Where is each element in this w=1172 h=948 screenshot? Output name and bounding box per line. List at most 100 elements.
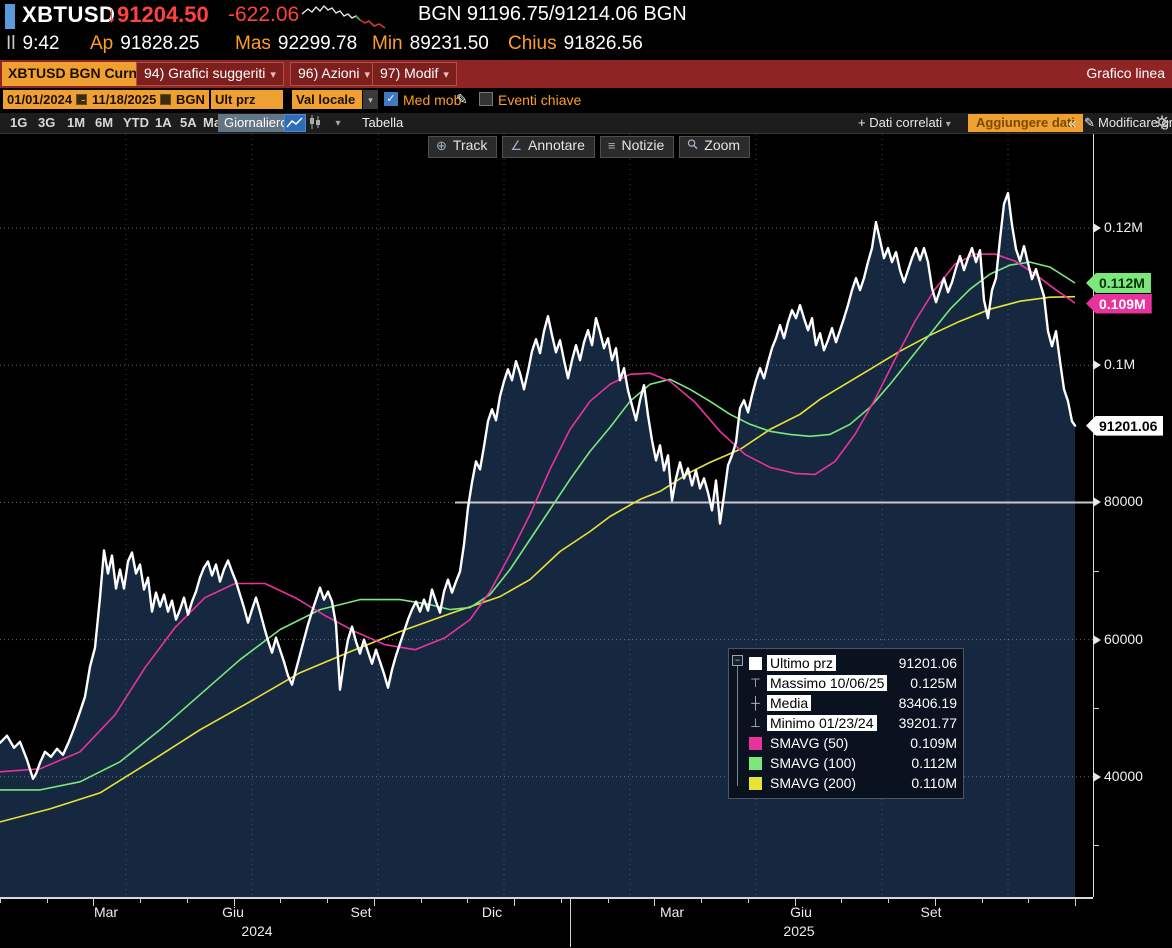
range-button-1a[interactable]: 1A xyxy=(155,115,172,130)
price-change: -622.06 xyxy=(228,3,300,26)
currency-field[interactable]: Val locale xyxy=(292,90,362,109)
menu-item[interactable]: 97) Modif ▾ xyxy=(372,62,457,86)
range-toolbar: 1G3G1M6MYTD1A5AMass Giornaliero... ▾ Tab… xyxy=(0,113,1172,134)
date-from-field[interactable]: 01/01/2024 xyxy=(3,90,92,109)
legend-row[interactable]: SMAVG (100) 0.112M xyxy=(733,753,957,773)
chart-settings-toolbar: 01/01/2024 - 11/18/2025 BGN Ult prz Val … xyxy=(0,88,1172,113)
chevron-down-icon: ▾ xyxy=(364,69,371,81)
x-axis-month-label: Giu xyxy=(790,904,812,920)
menu-item[interactable]: 94) Grafici suggeriti ▾ xyxy=(136,62,284,86)
quote-stat: Chius 91826.56 xyxy=(508,33,643,55)
x-axis: Mar Giu Set Dic Mar Giu Set 2024 2025 xyxy=(0,897,1093,948)
y-minor-tick xyxy=(1093,708,1099,709)
aggiungere-dati-button[interactable]: Aggiungere dati xyxy=(968,114,1083,132)
quote-stat-label: Il xyxy=(6,33,16,54)
x-tick xyxy=(795,899,796,906)
down-arrow-icon: ↓ xyxy=(106,2,117,27)
quote-stat: Mas 92299.78 xyxy=(235,33,357,55)
currency-dropdown-caret[interactable]: ▾ xyxy=(363,90,378,109)
legend-label: SMAVG (200) xyxy=(770,775,857,791)
legend-row[interactable]: ⊥ Minimo 01/23/24 39201.77 xyxy=(733,713,957,733)
dati-correlati-button[interactable]: + Dati correlati ▾ xyxy=(858,115,951,130)
x-tick xyxy=(982,899,983,903)
chart-type-caret[interactable]: ▾ xyxy=(335,118,341,129)
y-tick-arrow xyxy=(1093,771,1101,782)
range-button-6m[interactable]: 6M xyxy=(95,115,114,130)
legend-swatch xyxy=(749,656,762,670)
menu-item[interactable]: 96) Azioni ▾ xyxy=(290,62,379,86)
x-tick xyxy=(47,899,48,903)
range-button-5a[interactable]: 5A xyxy=(180,115,197,130)
security-box[interactable]: XBTUSD BGN Curncy xyxy=(2,62,161,86)
legend-row[interactable]: Ultimo prz 91201.06 xyxy=(733,653,957,673)
date-range-separator: - xyxy=(81,92,86,107)
quote-stat-value: 89231.50 xyxy=(409,33,489,54)
legend-row[interactable]: SMAVG (200) 0.110M xyxy=(733,773,957,793)
y-tick-arrow xyxy=(1093,223,1101,234)
y-tick-arrow xyxy=(1093,497,1101,508)
line-chart-icon[interactable] xyxy=(284,114,306,132)
notizie-icon: ≡ xyxy=(607,138,616,153)
table-button[interactable]: Tabella xyxy=(362,115,404,130)
edit-pencil-icon[interactable]: ✎ xyxy=(1084,115,1095,130)
calendar-icon[interactable] xyxy=(76,94,88,105)
menu-bar: XBTUSD BGN Curncy 94) Grafici suggeriti ▾… xyxy=(0,60,1172,88)
x-tick xyxy=(935,899,936,906)
legend-tree-rail xyxy=(737,665,738,786)
chevron-down-icon: ▾ xyxy=(443,69,449,81)
legend-row[interactable]: ⊤ Massimo 10/06/25 0.125M xyxy=(733,673,957,693)
x-tick xyxy=(1028,899,1029,903)
quote-stat: Min 89231.50 xyxy=(372,33,489,55)
quote-stat-value: 91826.56 xyxy=(563,33,643,54)
annotare-button[interactable]: ∠ Annotare xyxy=(502,136,595,158)
zoom-icon xyxy=(687,138,698,153)
eventi-checkbox[interactable] xyxy=(479,92,493,106)
price-badge: 0.109M xyxy=(1086,293,1152,314)
price-badge: 91201.06 xyxy=(1086,415,1164,436)
gear-icon[interactable] xyxy=(1155,114,1169,132)
x-tick xyxy=(467,899,468,903)
x-tick xyxy=(93,899,94,906)
candlestick-icon[interactable] xyxy=(308,114,324,132)
range-button-1m[interactable]: 1M xyxy=(67,115,86,130)
legend-marker-icon: ┼ xyxy=(751,696,760,710)
quote-stat-value: 91828.25 xyxy=(120,33,200,54)
med-mob-label: Med mob xyxy=(403,92,462,108)
track-button[interactable]: ⊕ Track xyxy=(428,136,498,158)
legend-row[interactable]: ┼ Media 83406.19 xyxy=(733,693,957,713)
modificare-button[interactable]: Modificare gra... xyxy=(1098,115,1172,130)
legend-value: 91201.06 xyxy=(898,655,957,671)
quote-stat-label: Ap xyxy=(90,33,114,54)
calendar-icon[interactable] xyxy=(160,94,172,105)
legend-label: SMAVG (100) xyxy=(770,755,857,771)
range-button-1g[interactable]: 1G xyxy=(10,115,28,130)
x-tick xyxy=(327,899,328,903)
legend-collapse-box[interactable]: − xyxy=(732,655,743,666)
notizie-button[interactable]: ≡ Notizie xyxy=(599,136,675,158)
y-tick-arrow xyxy=(1093,634,1101,645)
chart-tools: ⊕ Track ∠ Annotare ≡ Notizie Zoom xyxy=(428,136,751,158)
y-tick-arrow xyxy=(1093,360,1101,371)
legend-value: 39201.77 xyxy=(898,715,957,731)
collapse-chevrons[interactable]: « xyxy=(1068,115,1077,132)
x-tick xyxy=(841,899,842,903)
y-axis-label: 60000 xyxy=(1104,630,1143,647)
price-field[interactable]: Ult prz xyxy=(211,90,283,109)
x-axis-month-label: Mar xyxy=(93,904,119,920)
med-mob-checkbox[interactable]: ✓ xyxy=(384,92,398,106)
range-button-3g[interactable]: 3G xyxy=(38,115,56,130)
legend-row[interactable]: SMAVG (50) 0.109M xyxy=(733,733,957,753)
source-field[interactable]: BGN xyxy=(172,90,209,109)
quote-stat: Il 9:42 xyxy=(6,33,59,55)
chart-legend[interactable]: − Ultimo prz 91201.06 ⊤ Massimo 10/06/25 0.1… xyxy=(728,648,964,799)
zoom-button[interactable]: Zoom xyxy=(679,136,751,158)
period-selector[interactable]: Giornaliero... xyxy=(218,114,305,132)
y-axis-line xyxy=(1093,134,1094,897)
eventi-label: Eventi chiave xyxy=(498,92,582,108)
range-button-ytd[interactable]: YTD xyxy=(123,115,149,130)
date-to-field[interactable]: 11/18/2025 xyxy=(88,90,176,109)
quote-stat-value: 9:42 xyxy=(22,33,60,54)
edit-pencil-icon[interactable]: ✎ xyxy=(456,91,468,107)
x-tick xyxy=(561,899,562,903)
panel-indicator xyxy=(5,4,15,29)
